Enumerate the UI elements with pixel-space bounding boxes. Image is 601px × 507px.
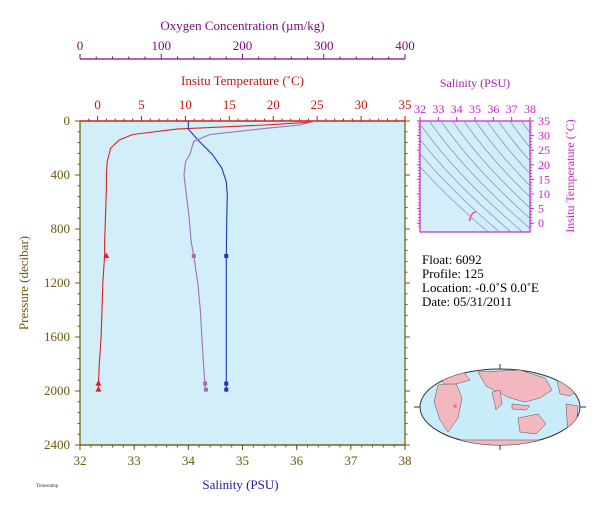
ts-salinity-title: Salinity (PSU) bbox=[440, 76, 510, 90]
ts-temperature-tick-label: 0 bbox=[538, 216, 544, 230]
salinity-tick-label: 34 bbox=[182, 453, 196, 468]
temperature-tick-label: 35 bbox=[399, 97, 412, 112]
pressure-tick-label: 2000 bbox=[44, 383, 70, 398]
ts-point bbox=[472, 212, 475, 214]
temperature-marker bbox=[103, 252, 110, 258]
profile-text: Profile: 125 bbox=[422, 266, 484, 281]
ts-salinity-tick-label: 37 bbox=[506, 102, 518, 116]
main-profile-plot: 0 100 200 300 400 0 5 10 15 20 25 30 35 32 33 34 35 36 3… bbox=[16, 18, 415, 492]
temperature-marker bbox=[95, 380, 102, 386]
pressure-tick-label: 1600 bbox=[44, 329, 70, 344]
float-info: Float: 6092 Profile: 125 Location: -0.0˚… bbox=[422, 252, 539, 309]
location-text: Location: -0.0˚S 0.0˚E bbox=[422, 280, 539, 295]
oxygen-tick-label: 100 bbox=[152, 38, 172, 53]
density-contour bbox=[440, 121, 530, 219]
main-plot-area bbox=[79, 120, 406, 446]
world-map bbox=[414, 364, 586, 450]
pressure-tick-label: 400 bbox=[51, 167, 71, 182]
salinity-marker bbox=[224, 381, 229, 386]
pressure-tick-label: 1200 bbox=[44, 275, 70, 290]
ts-salinity-tick-label: 35 bbox=[469, 102, 481, 116]
salinity-tick-label: 35 bbox=[236, 453, 249, 468]
ts-temperature-tick-label: 20 bbox=[538, 158, 550, 172]
density-contour bbox=[429, 121, 530, 229]
density-contour bbox=[475, 121, 530, 187]
oxygen-marker bbox=[203, 381, 208, 386]
temperature-tick-label: 30 bbox=[355, 97, 368, 112]
ts-temperature-tick-label: 25 bbox=[538, 143, 550, 157]
timestamp-text: Timestamp bbox=[36, 484, 59, 489]
landmass-indonesia bbox=[511, 403, 531, 411]
ts-point bbox=[469, 216, 472, 219]
ts-salinity-tick-label: 32 bbox=[414, 102, 426, 116]
ts-temperature-tick-label: 15 bbox=[538, 172, 550, 186]
temperature-tick-label: 25 bbox=[311, 97, 324, 112]
salinity-tick-label: 33 bbox=[128, 453, 141, 468]
pressure-tick-label: 0 bbox=[64, 113, 71, 128]
temperature-tick-label: 5 bbox=[138, 97, 145, 112]
density-contour bbox=[498, 121, 530, 162]
float-location-marker bbox=[453, 404, 457, 408]
temperature-tick-label: 0 bbox=[94, 97, 101, 112]
pressure-axis-label: Pressure (decibar) bbox=[16, 236, 31, 330]
salinity-profile-line bbox=[187, 121, 228, 390]
oxygen-tick-label: 0 bbox=[77, 38, 84, 53]
temperature-profile-line bbox=[97, 120, 318, 390]
salinity-marker bbox=[224, 254, 229, 258]
landmass-asia bbox=[477, 369, 553, 403]
ts-salinity-tick-label: 36 bbox=[487, 102, 499, 116]
oxygen-tick-label: 200 bbox=[233, 38, 253, 53]
ts-salinity-tick-label: 34 bbox=[451, 102, 463, 116]
landmass-africa bbox=[433, 382, 463, 433]
salinity-tick-label: 36 bbox=[290, 453, 304, 468]
density-contour bbox=[420, 138, 512, 232]
landmass-americas-south bbox=[565, 403, 579, 437]
date-text: Date: 05/31/2011 bbox=[422, 294, 512, 309]
landmass-australia bbox=[517, 413, 547, 435]
density-contour bbox=[509, 121, 530, 149]
ts-temperature-tick-label: 10 bbox=[538, 187, 550, 201]
density-contour bbox=[521, 121, 530, 134]
salinity-tick-label: 38 bbox=[399, 453, 412, 468]
density-contour bbox=[420, 153, 501, 232]
ts-point bbox=[474, 211, 476, 214]
ts-salinity-tick-label: 33 bbox=[432, 102, 444, 116]
oxygen-tick-label: 300 bbox=[314, 38, 334, 53]
salinity-tick-label: 32 bbox=[74, 453, 87, 468]
oxygen-profile-line bbox=[183, 120, 316, 390]
density-contour bbox=[486, 121, 530, 175]
oxygen-marker bbox=[203, 387, 208, 392]
ts-temperature-tick-label: 30 bbox=[538, 129, 550, 143]
ts-salinity-tick-label: 38 bbox=[524, 102, 536, 116]
ts-point bbox=[468, 218, 471, 221]
temperature-tick-label: 15 bbox=[223, 97, 236, 112]
ts-temperature-axis-label: Insitu Temperature (˚C) bbox=[563, 119, 577, 233]
oxygen-axis-label: Oxygen Concentration (µm/kg) bbox=[160, 18, 324, 33]
ts-point bbox=[470, 214, 473, 216]
ts-temperature-tick-label: 35 bbox=[538, 114, 550, 128]
temperature-marker bbox=[95, 386, 102, 392]
temperature-tick-label: 10 bbox=[179, 97, 192, 112]
float-id-text: Float: 6092 bbox=[422, 252, 482, 267]
ts-temperature-tick-label: 5 bbox=[538, 202, 544, 216]
density-contour bbox=[420, 166, 489, 232]
salinity-axis-label: Salinity (PSU) bbox=[202, 477, 278, 492]
density-contour bbox=[463, 121, 530, 198]
temperature-axis-label: Insitu Temperature (˚C) bbox=[181, 73, 304, 88]
oxygen-marker bbox=[191, 254, 196, 258]
salinity-tick-label: 37 bbox=[344, 453, 358, 468]
density-contour bbox=[420, 123, 524, 232]
temperature-tick-label: 20 bbox=[267, 97, 280, 112]
pressure-tick-label: 800 bbox=[51, 221, 71, 236]
salinity-marker bbox=[224, 387, 229, 392]
pressure-tick-label: 2400 bbox=[44, 437, 70, 452]
density-contour bbox=[452, 121, 530, 209]
oxygen-tick-label: 400 bbox=[395, 38, 415, 53]
landmass-india bbox=[491, 389, 503, 411]
